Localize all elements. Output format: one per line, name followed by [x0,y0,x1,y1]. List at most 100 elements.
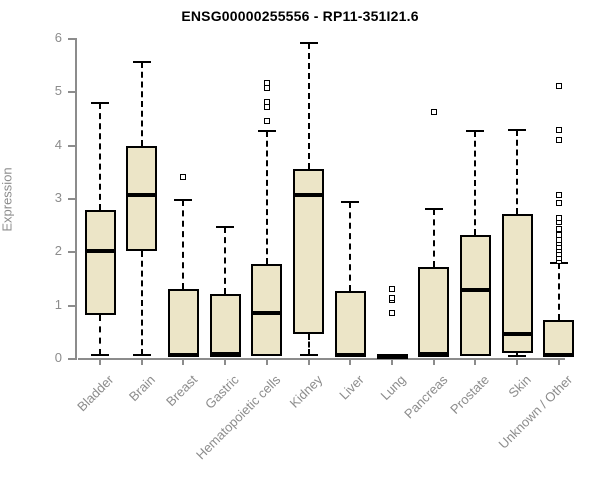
x-axis-tick [224,358,227,365]
upper-whisker [140,62,143,147]
x-tick-label: Gastric [202,372,242,412]
outlier-point [555,200,562,207]
outlier-point [180,173,187,180]
box [334,291,366,357]
upper-whisker [349,202,352,292]
x-tick-label: Pancreas [400,372,451,422]
upper-whisker-cap [257,130,276,133]
median-line [459,287,491,292]
x-tick-label: Liver [336,372,367,403]
box [126,146,158,252]
upper-whisker-cap [466,130,485,133]
x-tick-label: Kidney [286,372,326,411]
upper-whisker [99,103,101,211]
y-axis-tick [68,304,75,307]
upper-whisker-cap [508,128,527,131]
upper-whisker [516,129,519,214]
y-tick-label: 6 [54,30,62,45]
x-tick-label: Skin [505,372,534,401]
box [459,235,491,357]
y-tick-label: 3 [54,190,62,205]
upper-whisker [224,227,227,294]
x-axis-tick [182,358,185,365]
upper-whisker-cap [299,42,318,45]
outlier-point [389,295,396,302]
outlier-point [555,192,562,199]
upper-whisker [557,263,560,320]
upper-whisker [474,131,477,236]
y-axis-label: Expression [0,167,15,232]
upper-whisker-cap [216,226,235,229]
upper-whisker-cap [341,201,360,204]
x-axis-tick [432,358,435,365]
median-line [543,353,575,358]
x-tick-label: Unknown / Other [495,372,576,452]
x-axis-tick [140,358,143,365]
x-axis-tick [99,358,101,365]
lower-whisker [140,251,143,356]
outlier-point [389,285,396,292]
outlier-point [430,108,437,115]
outlier-point [555,126,562,133]
outlier-point [555,137,562,144]
box [251,263,283,357]
median-line [334,352,366,357]
upper-whisker-cap [91,102,109,105]
outlier-point [389,309,396,316]
median-line [126,193,158,198]
x-axis-tick [265,358,268,365]
median-line [376,354,408,359]
box [84,210,116,316]
x-axis-tick [557,358,560,365]
box [543,319,575,357]
median-line [418,352,450,357]
outlier-point [555,215,562,222]
upper-whisker [182,199,185,289]
y-axis-line [75,38,77,360]
outlier-point [263,117,270,124]
y-tick-label: 2 [54,243,62,259]
y-axis-tick [68,38,75,40]
box [167,288,199,357]
median-line [293,193,325,198]
y-axis-tick [68,251,75,254]
box [209,294,241,357]
x-tick-label: Lung [377,372,409,404]
x-axis-tick [349,358,352,365]
lower-whisker [307,334,310,356]
x-axis-tick [391,358,394,365]
lower-whisker-cap [299,354,318,357]
x-axis-tick [474,358,477,365]
upper-whisker-cap [424,207,443,210]
median-line [251,310,283,315]
outlier-point [555,83,562,89]
y-axis-tick [68,198,75,200]
x-tick-label: Breast [162,372,201,410]
x-axis-line [78,358,565,360]
x-tick-label: Brain [126,372,159,405]
median-line [84,249,116,254]
upper-whisker-cap [132,61,151,63]
upper-whisker [432,208,435,268]
x-tick-label: Bladder [74,372,117,415]
chart-title: ENSG00000255556 - RP11-351I21.6 [181,8,419,24]
box [501,214,533,353]
lower-whisker-cap [91,354,109,357]
upper-whisker [265,131,268,264]
y-tick-label: 1 [54,296,62,312]
lower-whisker [516,352,519,357]
y-tick-label: 0 [54,350,62,365]
y-tick-label: 4 [54,136,62,152]
lower-whisker [99,315,101,356]
upper-whisker [307,43,310,169]
y-tick-label: 5 [54,83,62,99]
outlier-point [263,104,270,111]
x-axis-tick [307,358,310,365]
upper-whisker-cap [174,198,193,201]
y-axis-tick [68,91,75,94]
x-axis-tick [516,358,519,365]
y-axis-tick [68,144,75,147]
median-line [501,332,533,336]
outlier-point [555,232,562,239]
